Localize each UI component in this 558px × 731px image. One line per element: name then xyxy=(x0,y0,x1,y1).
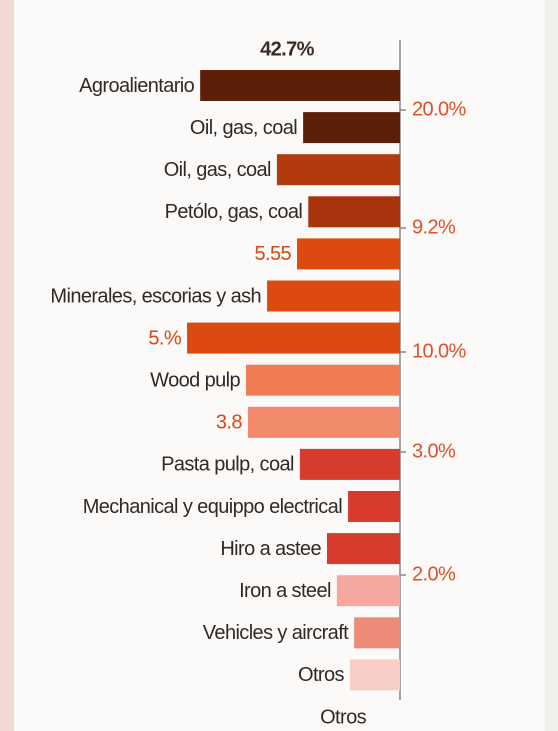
annotation: 20.0% xyxy=(412,98,467,120)
bar xyxy=(349,659,400,691)
annotation: 3.0% xyxy=(412,440,456,462)
category-label: 3.8 xyxy=(216,412,242,434)
category-label: 5.55 xyxy=(255,243,292,265)
category-label: Vehicles y aircraft xyxy=(203,622,349,644)
category-label: Pasta pulp, coal xyxy=(161,454,294,476)
category-label: Wood pulp xyxy=(150,369,240,391)
right-edge xyxy=(545,0,558,731)
category-label: Petólo, gas, coal xyxy=(165,201,303,223)
category-label: Otros xyxy=(320,706,366,728)
bar xyxy=(336,575,400,607)
category-label: Otros xyxy=(298,664,344,686)
bar xyxy=(187,322,400,354)
chart-title: 42.7% xyxy=(260,38,315,60)
left-edge xyxy=(0,0,14,731)
category-label: Agroalientario xyxy=(79,75,194,97)
category-label: Mechanical y equippo electrical xyxy=(83,496,342,518)
bar xyxy=(200,70,400,101)
category-label: Minerales, escorias y ash xyxy=(50,285,261,307)
category-label: Oil, gas, coal xyxy=(164,159,271,181)
bar xyxy=(246,364,400,396)
bar xyxy=(308,196,400,228)
category-label: Iron a steel xyxy=(239,580,331,602)
category-label: Hiro a astee xyxy=(220,538,321,560)
bar xyxy=(267,280,400,312)
bar xyxy=(348,491,400,522)
bar xyxy=(276,154,400,186)
bar xyxy=(297,238,400,270)
bar xyxy=(247,406,400,438)
annotation: 2.0% xyxy=(412,563,456,585)
annotation: 10.0% xyxy=(412,340,467,362)
bar xyxy=(354,617,400,649)
bar xyxy=(326,533,400,565)
category-label: Oil, gas, coal xyxy=(190,117,297,139)
annotation: 9.2% xyxy=(412,216,456,238)
category-label: 5.% xyxy=(148,327,181,349)
bar xyxy=(299,448,400,480)
bar xyxy=(303,112,400,144)
